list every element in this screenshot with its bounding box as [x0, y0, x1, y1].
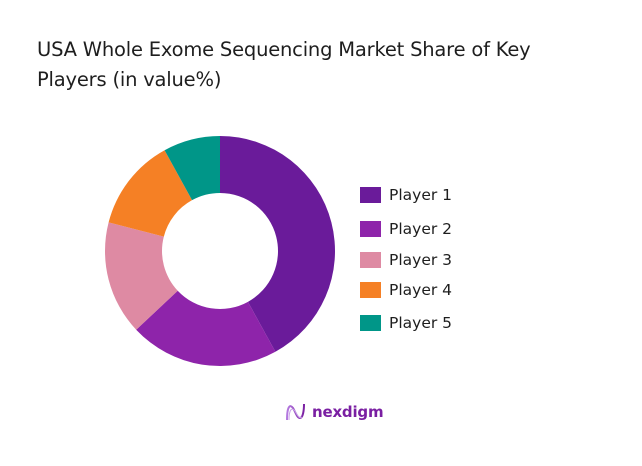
donut-slice-player-1: [220, 136, 335, 352]
legend-item-player-4: Player 4: [360, 280, 452, 300]
legend-swatch: [360, 252, 381, 268]
brand-name: nexdigm: [312, 403, 384, 421]
legend-item-player-2: Player 2: [360, 219, 452, 239]
legend-label: Player 5: [389, 314, 453, 332]
legend-swatch: [360, 187, 381, 203]
legend-item-player-1: Player 1: [360, 185, 452, 205]
chart-title-line-2: Players (in value%): [37, 68, 222, 91]
donut-slice-player-2: [136, 290, 276, 367]
chart-title-line-1: USA Whole Exome Sequencing Market Share …: [37, 38, 531, 61]
legend-item-player-5: Player 5: [360, 313, 452, 333]
legend-swatch: [360, 282, 381, 298]
nexdigm-logo-icon: [286, 403, 305, 421]
legend-label: Player 1: [389, 186, 453, 204]
donut-slice-player-5: [164, 136, 220, 201]
legend-swatch: [360, 221, 381, 237]
donut-slice-player-3: [104, 222, 178, 330]
legend-swatch: [360, 315, 381, 331]
brand-logo: nexdigm: [285, 402, 384, 422]
legend-label: Player 2: [389, 220, 453, 238]
donut-slice-player-4: [108, 150, 193, 237]
legend-label: Player 3: [389, 251, 453, 269]
chart-title: USA Whole Exome Sequencing Market Share …: [37, 35, 617, 95]
legend-label: Player 4: [389, 281, 453, 299]
legend-item-player-3: Player 3: [360, 250, 452, 270]
